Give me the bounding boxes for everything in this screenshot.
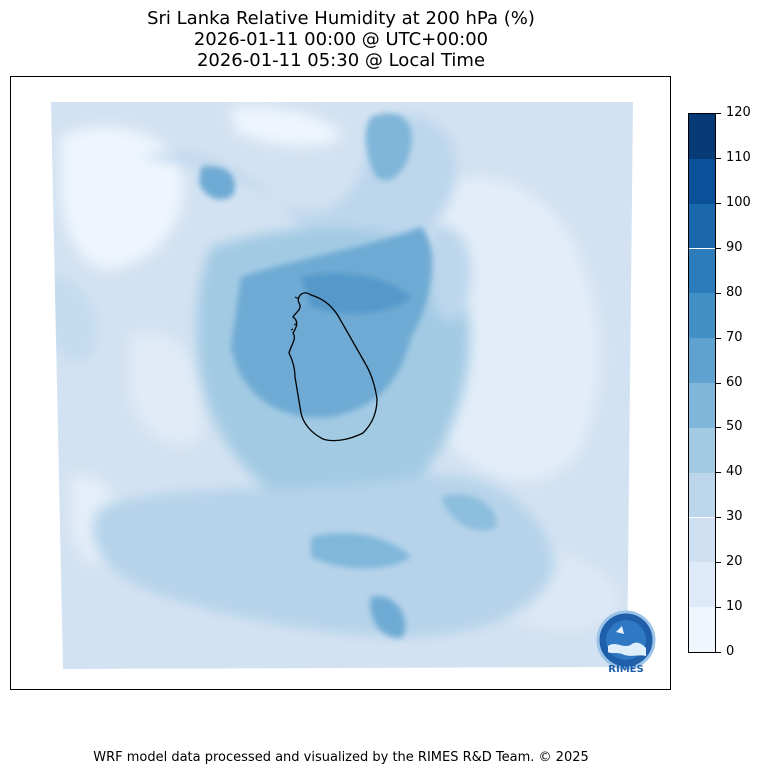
colorbar-tick (716, 517, 721, 519)
colorbar-segment (689, 293, 715, 339)
rimes-logo-text: RIMES (608, 664, 644, 675)
colorbar-tick (716, 157, 721, 159)
colorbar-segment (689, 383, 715, 428)
colorbar-tick-label: 70 (726, 329, 743, 345)
colorbar-tick-label: 120 (726, 105, 751, 120)
footer-credit: WRF model data processed and visualized … (93, 750, 589, 765)
colorbar-tick-label: 10 (726, 599, 743, 615)
colorbar-segment (689, 517, 715, 563)
humidity-map (51, 102, 633, 669)
colorbar-tick-label: 80 (726, 284, 743, 300)
colorbar-tick (716, 337, 721, 339)
colorbar-tick-label: 100 (726, 194, 751, 210)
colorbar-tick (716, 472, 721, 474)
colorbar-tick (716, 292, 721, 294)
colorbar-segment (689, 427, 715, 473)
colorbar-segment (689, 562, 715, 608)
colorbar-segment (689, 607, 715, 652)
colorbar-segment (689, 114, 715, 159)
colorbar-tick (716, 427, 721, 429)
colorbar-segment (689, 203, 715, 249)
colorbar-segment (689, 472, 715, 518)
colorbar-tick (716, 607, 721, 609)
title-line-3: 2026-01-11 05:30 @ Local Time (196, 50, 486, 71)
colorbar-tick-label: 20 (726, 554, 743, 570)
rimes-logo (596, 610, 656, 670)
colorbar-tick-label: 90 (726, 239, 743, 255)
humidity-field (51, 102, 633, 669)
colorbar-tick (716, 382, 721, 384)
colorbar-tick-label: 30 (726, 509, 743, 525)
colorbar-tick (716, 247, 721, 249)
title-line-1: Sri Lanka Relative Humidity at 200 hPa (… (147, 8, 535, 29)
colorbar-segment (689, 338, 715, 383)
colorbar-tick-label: 50 (726, 419, 743, 435)
colorbar-tick (716, 202, 721, 204)
colorbar (688, 113, 716, 653)
colorbar-tick-label: 110 (726, 149, 751, 165)
colorbar-tick-label: 60 (726, 374, 743, 390)
colorbar-segment (689, 158, 715, 204)
colorbar-tick-label: 0 (726, 644, 735, 659)
colorbar-tick-label: 40 (726, 464, 743, 480)
colorbar-segment (689, 248, 715, 294)
title-line-2: 2026-01-11 00:00 @ UTC+00:00 (193, 29, 489, 50)
colorbar-tick (716, 562, 721, 564)
sri-lanka-outline (288, 292, 378, 442)
colorbar-tick (716, 652, 721, 653)
colorbar-tick (716, 113, 721, 114)
chart-title: Sri Lanka Relative Humidity at 200 hPa (… (10, 8, 672, 71)
map-frame (10, 76, 671, 690)
